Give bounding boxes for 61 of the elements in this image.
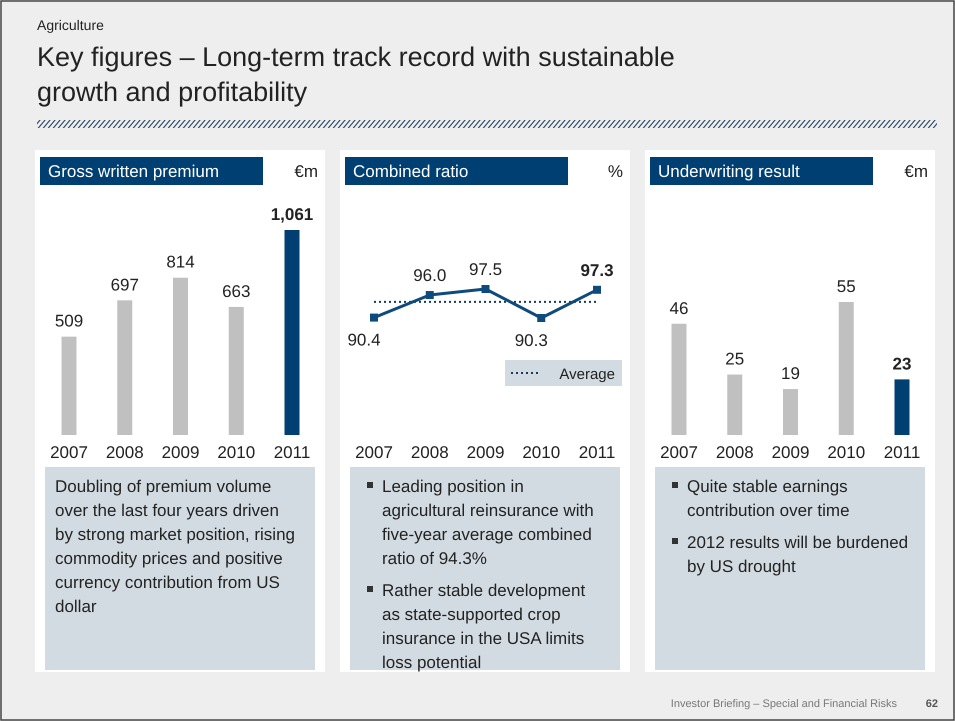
point bbox=[537, 314, 546, 322]
text: Leading position in agricultural reinsurance with five-year average combined ratio of 94.3% bbox=[382, 477, 594, 568]
bar bbox=[173, 278, 188, 435]
point bbox=[482, 285, 490, 293]
bar bbox=[284, 230, 300, 435]
x-tick-label: 2011 bbox=[274, 443, 310, 462]
x-tick-label: 2009 bbox=[772, 443, 810, 462]
text: Investor Briefing – Special and Financial Risks bbox=[670, 698, 898, 710]
data-label: 23 bbox=[892, 354, 912, 374]
legend-label: Average bbox=[559, 366, 615, 383]
x-tick-label: 2011 bbox=[884, 443, 920, 462]
x-tick-label: 2009 bbox=[162, 443, 200, 462]
chart-title: Combined ratio bbox=[353, 162, 468, 181]
y-axis-title: €m bbox=[294, 162, 318, 181]
data-label: 96.0 bbox=[413, 266, 446, 286]
x-tick-label: 2008 bbox=[106, 443, 144, 462]
x-tick-label: 2008 bbox=[410, 443, 449, 462]
bar bbox=[838, 302, 854, 435]
chart-title: Underwriting result bbox=[658, 162, 800, 181]
x-tick-label: 2011 bbox=[578, 443, 616, 462]
text: Rather stable development as state-supported crop insurance in the USA limits loss potential bbox=[382, 581, 586, 672]
data-label: 509 bbox=[54, 312, 84, 331]
point bbox=[593, 286, 601, 294]
data-label: 90.3 bbox=[514, 331, 548, 350]
data-label: 90.4 bbox=[347, 330, 381, 350]
bar bbox=[228, 306, 244, 435]
data-label: 46 bbox=[670, 298, 688, 318]
bar bbox=[783, 389, 798, 435]
data-label: 814 bbox=[166, 252, 195, 272]
text: Quite stable earnings contribution over time bbox=[687, 477, 850, 520]
text: Agriculture bbox=[37, 17, 104, 33]
x-tick-label: 2007 bbox=[660, 443, 698, 462]
x-tick-label: 2007 bbox=[50, 443, 88, 462]
chart-title: Gross written premium bbox=[48, 162, 219, 181]
point bbox=[370, 314, 378, 322]
x-tick-label: 2008 bbox=[716, 443, 754, 462]
bar bbox=[672, 324, 686, 435]
y-axis-title: % bbox=[608, 162, 623, 181]
x-tick-label: 2010 bbox=[522, 443, 560, 462]
data-label: 663 bbox=[222, 282, 250, 301]
text: Key figures – Long-term track record with sustainable growth and profitability bbox=[37, 42, 675, 107]
bar bbox=[727, 374, 742, 435]
x-tick-label: 2009 bbox=[466, 443, 504, 462]
x-tick-label: 2010 bbox=[217, 443, 256, 462]
point bbox=[426, 291, 434, 300]
data-label: 55 bbox=[836, 277, 856, 296]
data-label: 25 bbox=[725, 350, 744, 369]
data-label: 19 bbox=[781, 364, 800, 384]
data-label: 1,061 bbox=[270, 205, 314, 224]
text: Doubling of premium volume over the last four years driven by strong market position, rising commodity prices and positive currency contribution from US dollar bbox=[55, 477, 295, 616]
bar bbox=[117, 300, 132, 435]
y-axis-title: €m bbox=[904, 162, 928, 181]
data-label: 97.5 bbox=[468, 260, 502, 279]
bar bbox=[894, 379, 910, 435]
text: 2012 results will be burdened by US drought bbox=[687, 533, 908, 576]
text: 62 bbox=[926, 698, 938, 710]
x-tick-label: 2010 bbox=[827, 443, 866, 462]
data-label: 97.3 bbox=[580, 260, 614, 280]
bar bbox=[62, 336, 76, 435]
data-label: 697 bbox=[110, 275, 139, 294]
x-tick-label: 2007 bbox=[355, 443, 393, 462]
